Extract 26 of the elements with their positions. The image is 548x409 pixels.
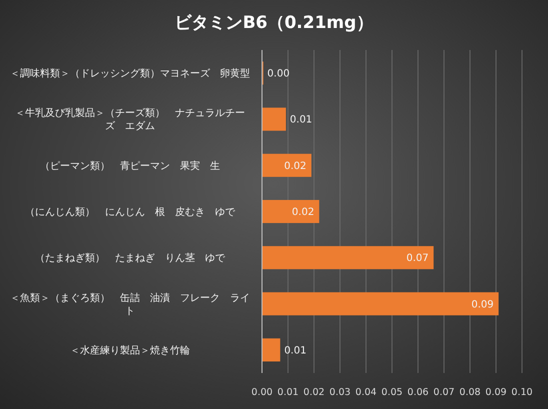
chart-title: ビタミンB6（0.21mg） — [174, 13, 374, 33]
x-tick-label: 0.06 — [407, 387, 429, 398]
x-tick-label: 0.05 — [381, 387, 403, 398]
y-tick-label: ＜魚類＞（まぐろ類） 缶詰 油漬 フレーク ライト — [10, 292, 250, 317]
y-tick-label: ＜水産練り製品＞焼き竹輪 — [70, 344, 190, 356]
x-tick-label: 0.04 — [355, 387, 377, 398]
x-tick-label: 0.10 — [511, 387, 533, 398]
y-tick-label: ＜調味料類＞（ドレッシング類）マヨネーズ 卵黄型 — [10, 68, 250, 80]
data-label: 0.00 — [267, 68, 290, 80]
data-label: 0.01 — [290, 114, 312, 126]
data-label: 0.07 — [406, 253, 429, 264]
x-tick-label: 0.08 — [459, 387, 481, 398]
y-tick-label: （ピーマン類） 青ピーマン 果実 生 — [40, 160, 220, 172]
y-tick-label: （たまねぎ類） たまねぎ りん茎 ゆで — [35, 252, 226, 264]
x-tick-label: 0.07 — [433, 387, 455, 398]
x-tick-label: 0.01 — [277, 387, 299, 398]
x-tick-label: 0.03 — [329, 387, 351, 398]
x-tick-label: 0.02 — [303, 387, 325, 398]
x-tick-label: 0.09 — [485, 387, 507, 398]
y-tick-label: （にんじん類） にんじん 根 皮むき ゆで — [25, 206, 236, 218]
x-tick-label: 0.00 — [251, 387, 273, 398]
data-label: 0.01 — [284, 345, 306, 356]
y-tick-label: ＜牛乳及び乳製品＞（チーズ類） ナチュラルチーズ エダム — [15, 107, 245, 132]
data-label: 0.02 — [292, 207, 314, 218]
data-label: 0.09 — [471, 299, 494, 310]
data-label: 0.02 — [284, 160, 306, 172]
